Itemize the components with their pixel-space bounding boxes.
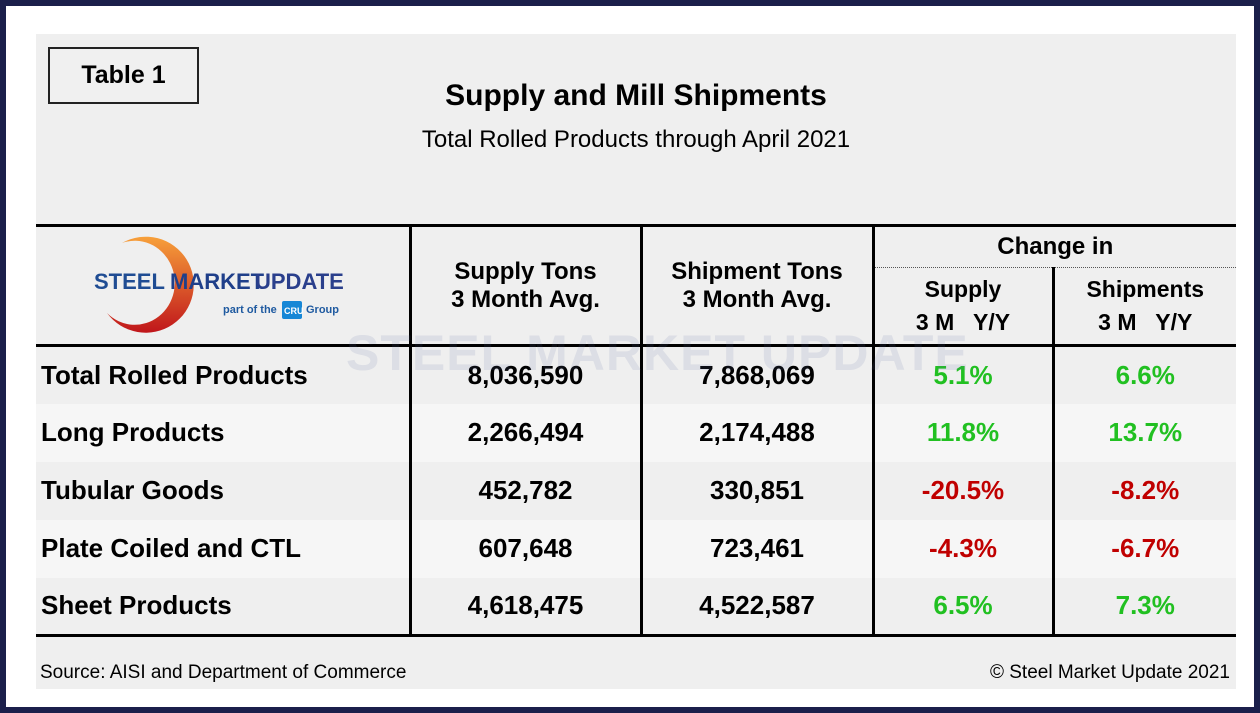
supply-change: -20.5% [871,461,1053,520]
shipment-change: 7.3% [1051,577,1237,636]
logo-text-group: Group [306,304,339,316]
l2: 3 M Y/Y [1098,309,1193,336]
logo-text-steel: STEEL [94,269,165,294]
l1: Shipments [1086,276,1205,303]
row-name: Plate Coiled and CTL [41,533,302,563]
table-row: Tubular Goods 452,782 330,851 -20.5% -8.2% [36,461,1237,520]
table-panel: Table 1 Supply and Mill Shipments Total … [36,34,1237,689]
header-change-supply: Supply 3 M Y/Y [871,267,1053,346]
header-supply-l2: 3 Month Avg. [451,285,600,313]
supply-value: 8,036,590 [408,345,641,404]
supply-change: 5.1% [871,345,1053,404]
header-supply: Supply Tons 3 Month Avg. [408,225,641,346]
table-row: Plate Coiled and CTL 607,648 723,461 -4.3% -… [36,519,1237,578]
header-change-shipments: Shipments 3 M Y/Y [1051,267,1237,346]
shipment-change: -6.7% [1051,519,1237,578]
l2: 3 M Y/Y [915,309,1011,336]
frame: Table 1 Supply and Mill Shipments Total … [6,6,1254,707]
l1: Supply [924,276,1002,303]
title: Supply and Mill Shipments [445,79,827,112]
logo-text-part: part of the [223,304,277,316]
header-shipment-l2: 3 Month Avg. [682,285,832,313]
data-table: STEEL MARKET UPDATE part of the CRU Grou… [36,224,1237,637]
shipment-value: 723,461 [639,519,873,578]
supply-change: -4.3% [871,519,1053,578]
supply-value: 4,618,475 [408,577,641,636]
row-name: Total Rolled Products [41,359,308,390]
table-row: Sheet Products 4,618,475 4,522,587 6.5% 7.3% [36,577,1237,636]
shipment-change: 6.6% [1051,345,1237,404]
supply-change: 6.5% [871,577,1053,636]
supply-change: 11.8% [871,403,1053,462]
supply-value: 452,782 [408,461,641,520]
row-name: Sheet Products [41,590,232,621]
subtitle: Total Rolled Products through April 2021 [421,126,851,153]
header-supply-l1: Supply Tons [454,257,597,285]
logo-text-market: MARKET [170,269,265,294]
row-name: Long Products [41,417,225,447]
table-row: Long Products 2,266,494 2,174,488 11.8% 13.7… [36,403,1237,462]
header-change: Change in [871,225,1237,269]
steel-market-update-logo: STEEL MARKET UPDATE part of the CRU Grou… [94,236,344,333]
shipment-change: -8.2% [1051,461,1237,520]
shipment-value: 330,851 [639,461,873,520]
row-name: Tubular Goods [41,475,224,505]
supply-value: 2,266,494 [408,403,641,462]
copyright: © Steel Market Update 2021 [989,662,1230,683]
shipment-value: 4,522,587 [639,577,873,636]
header-shipment-l1: Shipment Tons [671,257,843,285]
shipment-value: 7,868,069 [639,345,873,404]
supply-value: 607,648 [408,519,641,578]
logo-text-update: UPDATE [255,269,344,294]
source-note: Source: AISI and Department of Commerce [40,662,407,683]
shipment-value: 2,174,488 [639,403,873,462]
logo-cell: STEEL MARKET UPDATE part of the CRU Grou… [36,226,410,346]
shipment-change: 13.7% [1051,403,1237,462]
table-row: Total Rolled Products 8,036,590 7,868,069 5… [36,345,1237,404]
table-tag: Table 1 [48,47,199,104]
header-shipment: Shipment Tons 3 Month Avg. [639,225,873,346]
logo-badge: CRU [284,306,304,316]
